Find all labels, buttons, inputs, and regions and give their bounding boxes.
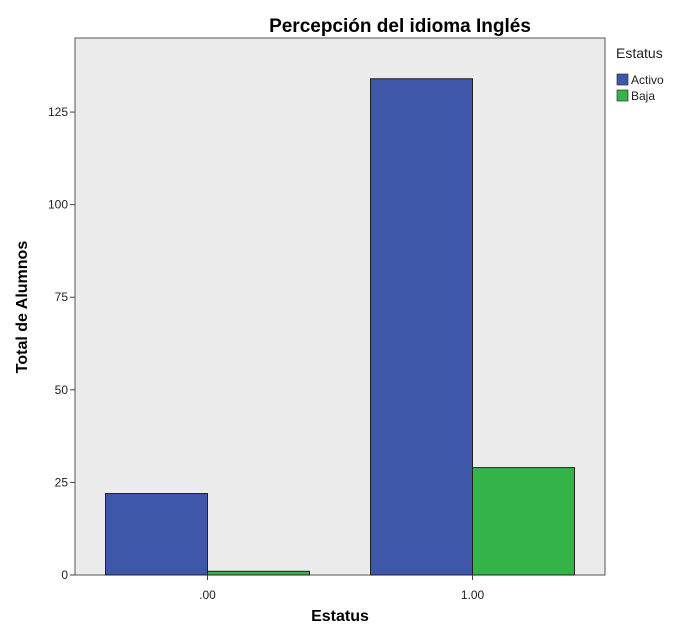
y-axis: 0 25 50 75 100 125 xyxy=(48,105,75,582)
legend-label-activo: Activo xyxy=(631,73,664,87)
legend-title: Estatus xyxy=(616,45,663,61)
legend-swatch-activo xyxy=(616,73,629,86)
x-axis: .00 1.00 xyxy=(199,575,485,602)
legend-swatch-baja xyxy=(616,89,629,102)
y-tick-label: 125 xyxy=(48,105,68,119)
y-tick-label: 25 xyxy=(55,475,69,489)
y-axis-title: Total de Alumnos xyxy=(14,241,31,374)
bar-activo-0 xyxy=(105,493,208,576)
y-tick-label: 50 xyxy=(55,383,69,397)
x-tick-label: 1.00 xyxy=(461,588,485,602)
y-tick-label: 100 xyxy=(48,198,68,212)
bar-activo-1 xyxy=(370,78,473,576)
y-tick-label: 0 xyxy=(61,568,68,582)
bar-baja-0 xyxy=(207,570,310,576)
legend-label-baja: Baja xyxy=(631,89,655,103)
bars-group xyxy=(105,78,575,576)
bar-baja-1 xyxy=(472,467,575,576)
y-tick-label: 75 xyxy=(55,290,69,304)
chart-title: Percepción del idioma Inglés xyxy=(269,16,531,37)
x-axis-title: Estatus xyxy=(311,608,369,625)
x-tick-label: .00 xyxy=(199,588,216,602)
legend: Estatus Activo Baja xyxy=(616,45,664,103)
